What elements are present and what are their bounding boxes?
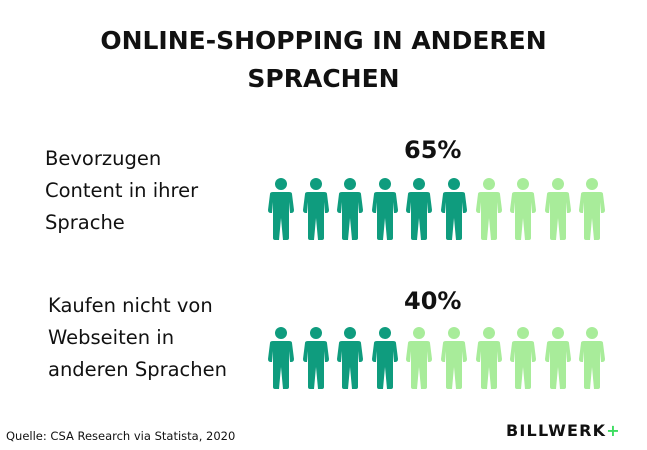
person-head [309, 178, 322, 190]
row-1-label-line-1: Bevorzugen [45, 147, 162, 170]
row-2-label-line-3: anderen Sprachen [48, 358, 227, 381]
person-icon-empty [510, 178, 537, 240]
person-icon-filled [440, 178, 467, 240]
person-head [378, 327, 391, 339]
row-2-label-line-2: Webseiten in [48, 326, 175, 349]
person-icon-empty [510, 327, 537, 389]
person-icon-filled [371, 327, 398, 389]
person-head [447, 327, 460, 339]
person-body [302, 192, 329, 240]
brand-logo: BILLWERK+ [506, 421, 621, 440]
brand-logo-plus: + [606, 421, 621, 440]
person-icon-filled [268, 327, 294, 389]
person-body [406, 192, 433, 240]
person-body [268, 341, 294, 389]
person-icon-filled [302, 327, 329, 389]
chart-title: ONLINE-SHOPPING IN ANDEREN SPRACHEN [0, 22, 647, 98]
person-body [544, 192, 571, 240]
person-head [517, 327, 530, 339]
person-icon-empty [440, 327, 467, 389]
person-body [579, 192, 606, 240]
person-head [517, 178, 530, 190]
person-icon-empty [475, 178, 502, 240]
chart-title-line-1: ONLINE-SHOPPING IN ANDEREN [100, 26, 547, 55]
person-body [371, 341, 398, 389]
person-body [475, 341, 502, 389]
row-2-value-label: 40% [404, 287, 462, 315]
person-body [579, 341, 606, 389]
person-body [544, 341, 571, 389]
person-head [275, 327, 287, 339]
person-body [406, 341, 433, 389]
person-icon-empty [544, 178, 571, 240]
person-head [482, 327, 495, 339]
person-body [268, 192, 294, 240]
person-head [551, 327, 564, 339]
row-1-pictogram [265, 178, 608, 240]
person-head [344, 178, 357, 190]
person-head [378, 178, 391, 190]
person-icon-filled [371, 178, 398, 240]
person-icon-filled [337, 327, 364, 389]
chart-title-line-2: SPRACHEN [247, 64, 400, 93]
row-2-pictogram [265, 327, 608, 389]
person-head [275, 178, 287, 190]
person-icon-empty [475, 327, 502, 389]
person-icon-filled [406, 178, 433, 240]
person-icon-empty [544, 327, 571, 389]
person-body [371, 192, 398, 240]
row-1-label: Bevorzugen Content in ihrer Sprache [45, 143, 198, 239]
row-1-value-label: 65% [404, 136, 462, 164]
person-head [344, 327, 357, 339]
person-icon-filled [337, 178, 364, 240]
person-head [551, 178, 564, 190]
person-body [440, 192, 467, 240]
person-head [309, 327, 322, 339]
person-head [413, 178, 426, 190]
source-note: Quelle: CSA Research via Statista, 2020 [6, 429, 236, 443]
person-icon-filled [268, 178, 294, 240]
person-body [337, 341, 364, 389]
person-icon-filled [302, 178, 329, 240]
person-icon-empty [579, 327, 606, 389]
row-2-label: Kaufen nicht von Webseiten in anderen Sp… [48, 290, 227, 386]
brand-logo-text: BILLWERK [506, 421, 607, 440]
person-body [440, 341, 467, 389]
person-body [510, 341, 537, 389]
person-icon-empty [579, 178, 606, 240]
person-body [510, 192, 537, 240]
person-body [302, 341, 329, 389]
person-body [475, 192, 502, 240]
person-head [482, 178, 495, 190]
person-body [337, 192, 364, 240]
person-head [447, 178, 460, 190]
person-head [413, 327, 426, 339]
row-1-label-line-2: Content in ihrer [45, 179, 199, 202]
person-head [586, 327, 599, 339]
row-2-label-line-1: Kaufen nicht von [48, 294, 213, 317]
person-head [586, 178, 599, 190]
row-1-label-line-3: Sprache [45, 211, 125, 234]
person-icon-empty [406, 327, 433, 389]
